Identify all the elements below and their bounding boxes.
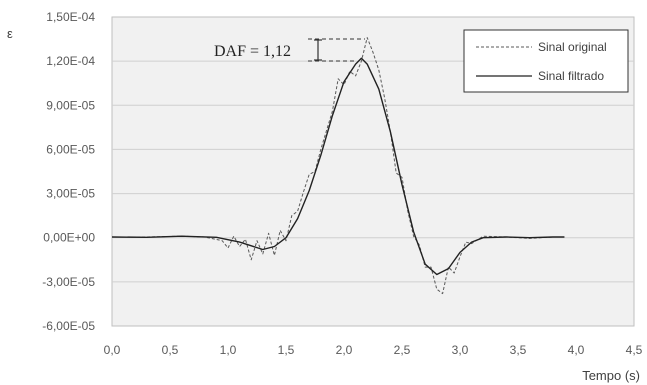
x-tick-label: 2,0 [336,343,353,357]
y-axis-title: ε [7,26,13,41]
x-tick-label: 3,0 [452,343,469,357]
y-tick-label: 1,20E-04 [46,54,95,68]
x-tick-label: 1,5 [278,343,295,357]
legend-label-sinal-original: Sinal original [538,40,607,54]
y-tick-label: 3,00E-05 [46,187,95,201]
y-tick-label: -6,00E-05 [42,319,95,333]
y-axis-tick-labels: 1,50E-04 1,20E-04 9,00E-05 6,00E-05 3,00E-05… [42,10,95,333]
legend-label-sinal-filtrado: Sinal filtrado [538,69,604,83]
y-tick-label: 1,50E-04 [46,10,95,24]
series-line-sinal-original [112,37,565,295]
series-line-sinal-filtrado [111,57,565,276]
x-axis-tick-labels: 0,0 0,5 1,0 1,5 2,0 2,5 3,0 3,5 4,0 4,5 [104,343,643,357]
x-axis-title: Tempo (s) [582,368,640,383]
legend-box [463,29,629,93]
y-tick-label: 6,00E-05 [46,142,95,156]
series-group [111,37,565,295]
y-tick-label: 9,00E-05 [46,98,95,112]
x-tick-label: 1,0 [220,343,237,357]
x-tick-label: 0,5 [162,343,179,357]
daf-label: DAF = 1,12 [214,43,291,60]
x-tick-label: 0,0 [104,343,121,357]
y-tick-label: -3,00E-05 [42,275,95,289]
y-tick-label: 0,00E+00 [43,231,95,245]
legend: Sinal original Sinal filtrado [463,29,629,93]
x-tick-label: 3,5 [510,343,527,357]
x-tick-label: 2,5 [394,343,411,357]
x-tick-label: 4,5 [626,343,643,357]
x-tick-label: 4,0 [568,343,585,357]
daf-annotation: DAF = 1,12 [214,38,365,62]
